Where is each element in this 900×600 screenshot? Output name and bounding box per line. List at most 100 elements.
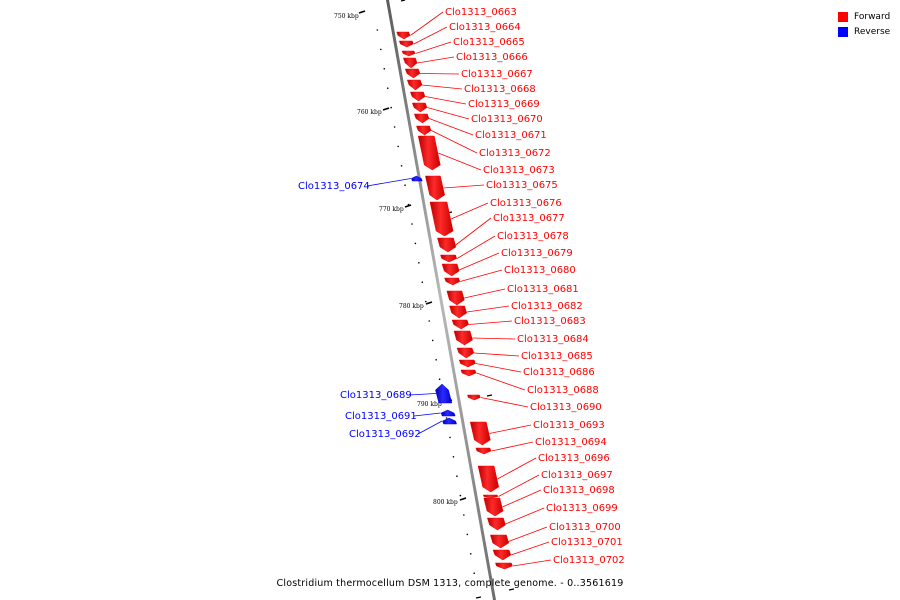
gene-feature-clo1313_0693[interactable] — [469, 421, 491, 446]
gene-label-clo1313_0669[interactable]: Clo1313_0669 — [468, 99, 540, 110]
gene-features — [396, 31, 513, 570]
gene-feature-clo1313_0689[interactable] — [435, 383, 453, 404]
minor-tick-dot — [438, 378, 441, 381]
gene-feature-clo1313_0697[interactable] — [482, 494, 499, 499]
gene-label-clo1313_0663[interactable]: Clo1313_0663 — [445, 7, 517, 18]
gene-feature-clo1313_0692[interactable] — [442, 417, 457, 425]
gene-feature-clo1313_0690[interactable] — [467, 394, 481, 401]
gene-label-clo1313_0691[interactable]: Clo1313_0691 — [345, 411, 417, 422]
gene-feature-clo1313_0686[interactable] — [458, 359, 476, 368]
gene-feature-clo1313_0683[interactable] — [451, 319, 469, 330]
gene-label-clo1313_0698[interactable]: Clo1313_0698 — [543, 485, 615, 496]
gene-feature-clo1313_0680[interactable] — [444, 277, 461, 286]
gene-label-clo1313_0681[interactable]: Clo1313_0681 — [507, 284, 579, 295]
gene-label-clo1313_0670[interactable]: Clo1313_0670 — [471, 114, 543, 125]
minor-tick-dot — [435, 359, 437, 361]
gene-label-clo1313_0676[interactable]: Clo1313_0676 — [490, 198, 562, 209]
gene-feature-clo1313_0694[interactable] — [475, 447, 492, 455]
gene-label-clo1313_0700[interactable]: Clo1313_0700 — [549, 522, 621, 533]
minor-tick-dot — [445, 417, 448, 419]
gene-label-clo1313_0678[interactable]: Clo1313_0678 — [497, 231, 569, 242]
gene-label-clo1313_0689[interactable]: Clo1313_0689 — [340, 390, 412, 401]
gene-feature-clo1313_0675[interactable] — [425, 175, 445, 201]
gene-feature-clo1313_0668[interactable] — [406, 79, 423, 91]
gene-label-clo1313_0680[interactable]: Clo1313_0680 — [504, 265, 576, 276]
gene-label-clo1313_0684[interactable]: Clo1313_0684 — [517, 334, 589, 345]
gene-feature-clo1313_0678[interactable] — [440, 254, 458, 263]
leader-line — [505, 507, 545, 525]
gene-label-clo1313_0683[interactable]: Clo1313_0683 — [514, 316, 586, 327]
gene-feature-clo1313_0676[interactable] — [429, 201, 454, 237]
leader-line — [464, 288, 506, 299]
gene-label-clo1313_0674[interactable]: Clo1313_0674 — [298, 181, 370, 192]
gene-feature-clo1313_0691[interactable] — [440, 409, 456, 417]
gene-feature-clo1313_0667[interactable] — [404, 68, 421, 79]
gene-label-clo1313_0679[interactable]: Clo1313_0679 — [501, 248, 573, 259]
gene-label-clo1313_0675[interactable]: Clo1313_0675 — [486, 180, 558, 191]
gene-label-clo1313_0665[interactable]: Clo1313_0665 — [453, 37, 525, 48]
gene-feature-clo1313_0664[interactable] — [398, 40, 414, 48]
gene-feature-clo1313_0672[interactable] — [416, 125, 432, 136]
gene-label-clo1313_0677[interactable]: Clo1313_0677 — [493, 213, 565, 224]
gene-label-clo1313_0702[interactable]: Clo1313_0702 — [553, 555, 625, 566]
gene-label-clo1313_0690[interactable]: Clo1313_0690 — [530, 402, 602, 413]
gene-label-clo1313_0696[interactable]: Clo1313_0696 — [538, 453, 610, 464]
gene-feature-clo1313_0684[interactable] — [453, 330, 473, 346]
gene-feature-clo1313_0669[interactable] — [410, 91, 426, 102]
gene-label-clo1313_0671[interactable]: Clo1313_0671 — [475, 130, 547, 141]
gene-feature-clo1313_0677[interactable] — [437, 237, 457, 253]
gene-feature-clo1313_0698[interactable] — [483, 497, 504, 517]
minor-tick-dot — [463, 514, 465, 516]
gene-feature-clo1313_0700[interactable] — [490, 534, 510, 549]
tick-label: 770 kbp — [379, 206, 404, 213]
gene-feature-clo1313_0701[interactable] — [492, 549, 512, 561]
gene-label-clo1313_0664[interactable]: Clo1313_0664 — [449, 22, 521, 33]
leader-line — [408, 393, 437, 396]
gene-feature-clo1313_0666[interactable] — [402, 57, 418, 69]
gene-label-clo1313_0668[interactable]: Clo1313_0668 — [464, 84, 536, 95]
gene-label-clo1313_0701[interactable]: Clo1313_0701 — [551, 537, 623, 548]
leader-line — [425, 96, 467, 105]
major-tick-780kbp: 780 kbp — [399, 301, 433, 310]
gene-label-clo1313_0682[interactable]: Clo1313_0682 — [511, 301, 583, 312]
gene-label-clo1313_0699[interactable]: Clo1313_0699 — [546, 503, 618, 514]
gene-label-clo1313_0694[interactable]: Clo1313_0694 — [535, 437, 607, 448]
gene-feature-clo1313_0670[interactable] — [412, 102, 428, 113]
tick-label: 750 kbp — [334, 13, 359, 20]
leader-line — [475, 363, 522, 373]
gene-label-clo1313_0667[interactable]: Clo1313_0667 — [461, 69, 533, 80]
minor-tick-dot — [428, 320, 431, 322]
gene-feature-clo1313_0674[interactable] — [411, 175, 423, 182]
gene-label-clo1313_0672[interactable]: Clo1313_0672 — [479, 148, 551, 159]
gene-feature-clo1313_0682[interactable] — [449, 305, 468, 319]
gene-feature-clo1313_0702[interactable] — [495, 562, 513, 570]
gene-feature-clo1313_0699[interactable] — [487, 517, 506, 531]
leader-line — [455, 217, 492, 246]
gene-feature-clo1313_0663[interactable] — [396, 31, 411, 40]
gene-feature-clo1313_0681[interactable] — [446, 290, 465, 306]
legend-label: Reverse — [854, 26, 891, 37]
gene-feature-clo1313_0685[interactable] — [456, 347, 475, 359]
gene-label-clo1313_0666[interactable]: Clo1313_0666 — [456, 52, 528, 63]
leader-line — [508, 526, 548, 542]
gene-feature-clo1313_0671[interactable] — [413, 113, 430, 124]
gene-feature-clo1313_0696[interactable] — [477, 465, 500, 493]
gene-label-clo1313_0693[interactable]: Clo1313_0693 — [533, 420, 605, 431]
leader-line — [422, 84, 463, 90]
gene-feature-clo1313_0673[interactable] — [417, 135, 441, 171]
genome-backbone — [386, 0, 496, 600]
leader-line — [498, 474, 540, 497]
leader-line — [460, 269, 503, 282]
gene-feature-clo1313_0679[interactable] — [441, 263, 460, 277]
gene-feature-clo1313_0688[interactable] — [460, 369, 477, 377]
tick-label: 800 kbp — [433, 499, 458, 506]
gene-label-clo1313_0673[interactable]: Clo1313_0673 — [483, 165, 555, 176]
leader-line — [497, 457, 537, 480]
gene-label-clo1313_0685[interactable]: Clo1313_0685 — [521, 351, 593, 362]
gene-label-clo1313_0697[interactable]: Clo1313_0697 — [541, 470, 613, 481]
leader-line — [480, 397, 529, 408]
gene-label-clo1313_0692[interactable]: Clo1313_0692 — [349, 429, 421, 440]
gene-label-clo1313_0686[interactable]: Clo1313_0686 — [523, 367, 595, 378]
gene-feature-clo1313_0665[interactable] — [401, 50, 416, 57]
gene-label-clo1313_0688[interactable]: Clo1313_0688 — [527, 385, 599, 396]
